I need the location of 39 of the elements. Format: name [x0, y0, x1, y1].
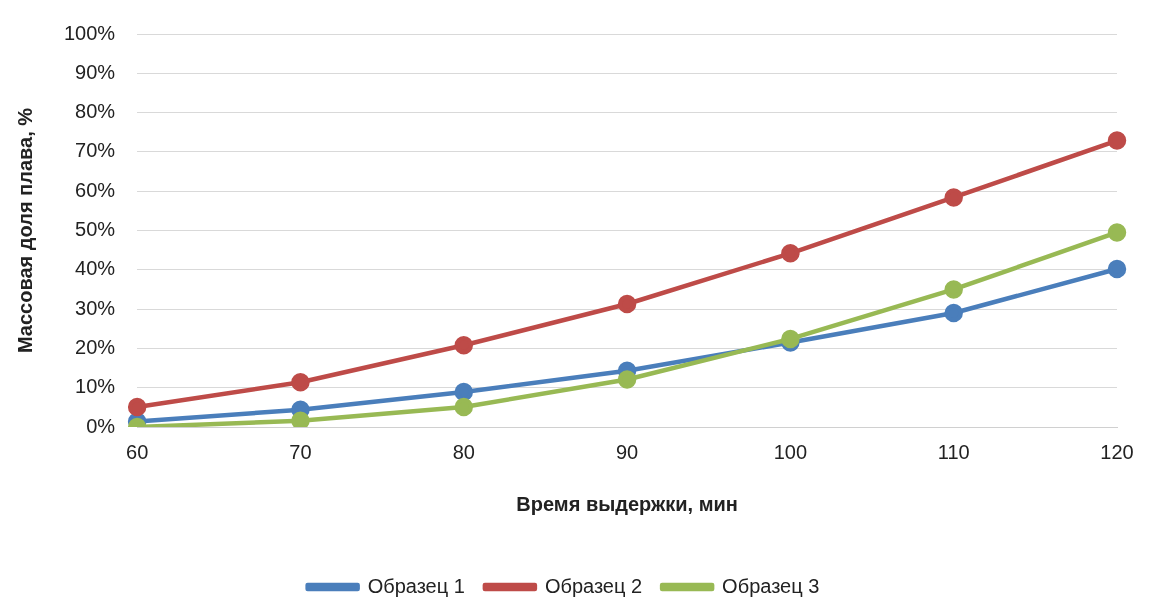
point — [944, 188, 963, 207]
y-tick-label: 10% — [75, 375, 116, 398]
x-tick-label: 110 — [937, 440, 970, 463]
y-tick-label: 70% — [75, 139, 116, 162]
y-tick-label: 30% — [75, 296, 116, 319]
y-tick-label: 90% — [75, 60, 116, 83]
point — [291, 411, 310, 427]
point — [1107, 223, 1127, 242]
point — [944, 280, 963, 299]
point — [127, 397, 147, 417]
legend-label: Образец 1 — [367, 574, 465, 597]
point — [1107, 131, 1127, 150]
x-tick-label: 60 — [126, 440, 149, 463]
point — [781, 244, 800, 263]
x-tick-label: 80 — [452, 440, 475, 463]
point — [454, 336, 474, 355]
point — [454, 397, 474, 417]
y-tick-label: 80% — [75, 100, 116, 123]
point — [1107, 259, 1127, 279]
point — [944, 303, 963, 323]
y-tick-label: 40% — [75, 257, 116, 280]
legend-label: Образец 2 — [544, 574, 643, 597]
y-axis-title: Массовая доля плава, % — [13, 107, 36, 354]
y-tick-label: 20% — [75, 335, 116, 358]
point — [781, 329, 800, 349]
point — [617, 370, 637, 389]
point — [617, 294, 637, 314]
y-tick-label: 0% — [86, 414, 116, 437]
y-tick-label: 50% — [75, 218, 116, 241]
point — [291, 372, 310, 392]
y-tick-label: 60% — [75, 178, 116, 201]
x-tick-label: 120 — [1100, 440, 1134, 463]
y-tick-label: 100% — [64, 21, 116, 44]
x-tick-label: 100 — [773, 440, 808, 463]
x-axis-title: Время выдержки, мин — [516, 492, 738, 515]
x-tick-label: 70 — [289, 440, 312, 463]
point — [454, 382, 474, 402]
legend-label: Образец 3 — [722, 574, 820, 597]
x-tick-label: 90 — [615, 440, 639, 463]
